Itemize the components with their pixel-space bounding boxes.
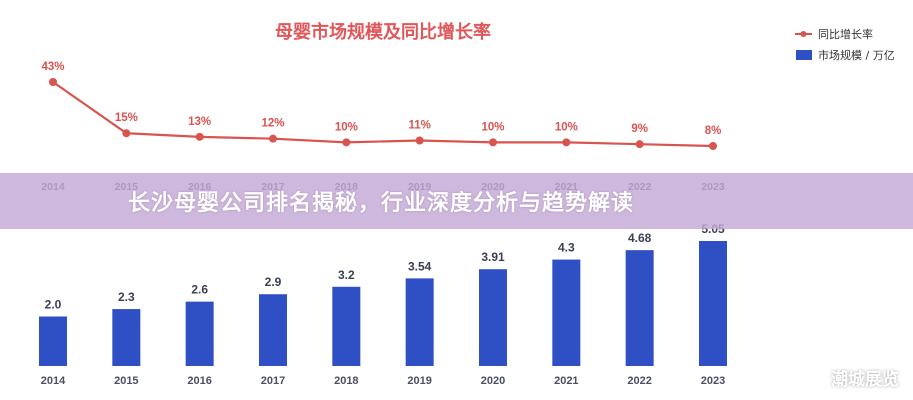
market-value-label: 4.68 <box>628 231 652 245</box>
legend-label-growth: 同比增长率 <box>818 27 873 41</box>
chart-title: 母婴市场规模及同比增长率 <box>275 21 491 43</box>
market-bar <box>552 259 581 366</box>
growth-value-label: 10% <box>555 121 578 133</box>
bar-x-tick-label: 2014 <box>41 375 66 387</box>
growth-value-label: 13% <box>188 116 211 128</box>
growth-point <box>709 142 717 150</box>
bar-x-tick-label: 2017 <box>261 375 285 387</box>
growth-point <box>342 138 351 147</box>
growth-point <box>122 129 131 138</box>
wechat-icon <box>799 368 825 387</box>
growth-value-label: 10% <box>481 121 504 133</box>
market-value-label: 2.9 <box>265 275 282 289</box>
bar-x-tick-label: 2018 <box>334 375 358 387</box>
legend-line-marker <box>800 31 807 37</box>
market-bar <box>185 301 214 366</box>
growth-point <box>562 138 571 147</box>
legend-label-market: 市场规模 / 万亿 <box>818 48 895 62</box>
market-value-label: 2.6 <box>191 283 208 297</box>
growth-point <box>195 132 204 141</box>
growth-point <box>489 138 497 147</box>
market-value-label: 3.91 <box>481 250 505 264</box>
market-bar <box>332 286 361 366</box>
bar-x-tick-label: 2020 <box>481 375 505 387</box>
bar-x-tick-label: 2022 <box>627 375 651 387</box>
growth-point <box>269 134 277 143</box>
market-bar <box>625 250 654 366</box>
watermark-text: 潮城展览 <box>831 370 899 390</box>
market-value-label: 3.54 <box>408 259 432 273</box>
growth-point <box>49 78 57 86</box>
market-bar <box>405 278 434 366</box>
growth-value-label: 10% <box>335 121 358 133</box>
growth-value-label: 43% <box>41 61 64 73</box>
market-bar <box>259 294 287 366</box>
bar-x-tick-label: 2016 <box>187 375 211 387</box>
growth-value-label: 8% <box>705 125 722 137</box>
watermark: 潮城展览 <box>799 365 899 390</box>
market-bar <box>112 309 141 366</box>
title-banner: 长沙母婴公司排名揭秘，行业深度分析与趋势解读 <box>0 173 913 229</box>
growth-point <box>635 140 644 149</box>
market-value-label: 2.3 <box>118 290 135 304</box>
market-value-label: 2.0 <box>45 297 62 311</box>
growth-value-label: 9% <box>631 123 648 135</box>
growth-point <box>415 136 424 145</box>
market-bar <box>39 316 67 366</box>
bar-x-tick-label: 2019 <box>407 375 431 387</box>
growth-line <box>52 81 714 148</box>
bar-x-tick-label: 2023 <box>701 375 725 387</box>
growth-value-label: 12% <box>261 118 284 130</box>
growth-value-label: 11% <box>408 120 430 132</box>
banner-title: 长沙母婴公司排名揭秘，行业深度分析与趋势解读 <box>128 191 635 216</box>
bar-x-tick-label: 2021 <box>554 375 578 387</box>
legend-bar-swatch <box>796 50 812 60</box>
market-bar <box>479 269 507 366</box>
market-value-label: 3.2 <box>338 268 355 282</box>
bar-x-tick-label: 2015 <box>114 375 138 387</box>
growth-value-label: 15% <box>115 112 138 124</box>
market-value-label: 4.3 <box>558 241 575 255</box>
market-bar <box>699 241 727 366</box>
